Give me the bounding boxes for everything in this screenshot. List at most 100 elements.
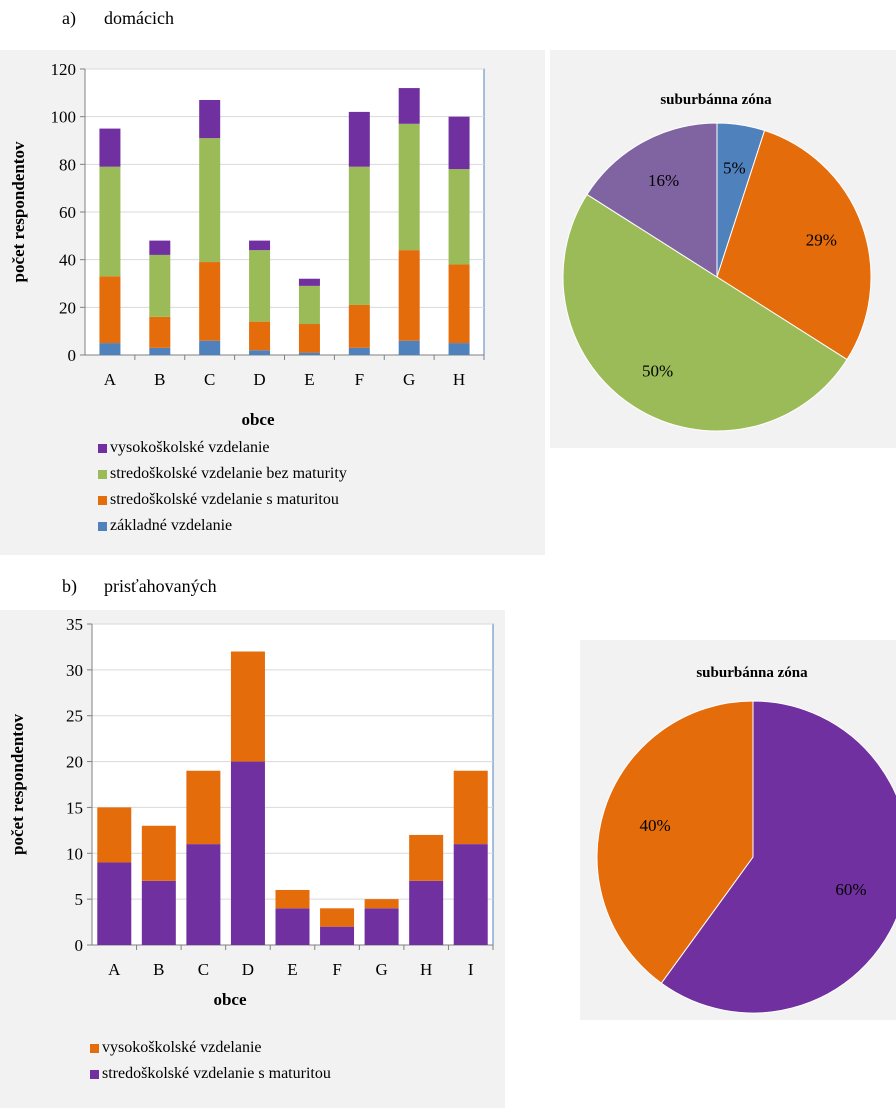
legend-label: základné vzdelanie <box>110 517 233 534</box>
bar-E-series-0 <box>275 908 310 945</box>
bar-H-series-2 <box>448 169 470 265</box>
bar-B-series-0 <box>149 347 171 355</box>
legend-item: stredoškolské vzdelanie s maturitou <box>90 1061 331 1087</box>
bar-C-series-0 <box>186 844 221 945</box>
x-tick-label: H <box>453 370 465 389</box>
bar-H-series-0 <box>448 343 470 355</box>
x-tick-label: G <box>403 370 415 389</box>
caption-b: b) prisťahovaných <box>62 576 217 597</box>
bar-C-series-2 <box>199 138 221 263</box>
x-axis-title: obce <box>241 410 275 429</box>
bar-G-series-1 <box>398 250 420 341</box>
bar-H-series-3 <box>448 116 470 170</box>
y-tick-label: 35 <box>66 615 83 634</box>
bar-E-series-2 <box>298 285 320 325</box>
pie-data-label: 16% <box>648 171 679 190</box>
caption-b-text: prisťahovaných <box>104 576 217 596</box>
caption-a: a) domácich <box>62 8 174 29</box>
y-tick-label: 0 <box>75 936 84 955</box>
legend-label: stredoškolské vzdelanie bez maturity <box>110 465 347 482</box>
legend-item: stredoškolské vzdelanie bez maturity <box>98 461 347 487</box>
legend-swatch <box>98 495 107 505</box>
bar-D-series-3 <box>249 240 271 251</box>
bar-F-series-0 <box>348 347 370 355</box>
bar-C-series-0 <box>199 340 221 355</box>
bar-A-series-2 <box>99 166 121 277</box>
x-tick-label: F <box>355 370 364 389</box>
pie-data-label: 50% <box>642 362 673 381</box>
y-tick-label: 20 <box>66 753 83 772</box>
x-tick-label: G <box>375 960 387 979</box>
y-tick-label: 80 <box>59 155 76 174</box>
bar-G-series-0 <box>364 908 399 945</box>
bar-A-series-0 <box>99 343 121 355</box>
legend-swatch <box>98 443 107 453</box>
bar-F-series-3 <box>348 111 370 167</box>
y-tick-label: 120 <box>51 60 77 79</box>
bar-I-series-1 <box>453 770 488 845</box>
bar-E-series-0 <box>298 352 320 355</box>
x-tick-label: A <box>104 370 117 389</box>
legend-b: vysokoškolské vzdelanie stredoškolské vzd… <box>90 1035 331 1087</box>
bar-F-series-0 <box>320 926 355 945</box>
pie-slice-1 <box>596 700 754 984</box>
bar-D-series-1 <box>249 321 271 351</box>
caption-a-text: domácich <box>104 8 174 28</box>
bar-A-series-1 <box>97 807 132 863</box>
legend-label: stredoškolské vzdelanie s maturitou <box>110 491 339 508</box>
bar-C-series-1 <box>199 262 221 341</box>
y-tick-label: 30 <box>66 661 83 680</box>
bar-B-series-3 <box>149 240 171 255</box>
bar-A-series-1 <box>99 276 121 344</box>
y-axis-title: počet respondentov <box>8 714 27 855</box>
pie-title: suburbánna zóna <box>660 92 772 108</box>
legend-item: stredoškolské vzdelanie s maturitou <box>98 487 347 513</box>
caption-a-letter: a) <box>62 8 76 28</box>
bar-I-series-0 <box>453 844 488 945</box>
y-tick-label: 100 <box>51 108 77 127</box>
bar-E-series-1 <box>275 889 310 909</box>
y-tick-label: 40 <box>59 251 76 270</box>
bar-F-series-1 <box>320 908 355 927</box>
bar-D-series-2 <box>249 250 271 322</box>
y-tick-label: 5 <box>75 890 84 909</box>
y-axis-title: počet respondentov <box>9 141 28 282</box>
bar-E-series-1 <box>298 324 320 353</box>
x-tick-label: I <box>468 960 474 979</box>
pie-slice-3 <box>586 122 718 278</box>
bar-G-series-2 <box>398 123 420 251</box>
bar-E-series-3 <box>298 278 320 286</box>
legend-item: základné vzdelanie <box>98 513 347 539</box>
x-tick-label: H <box>420 960 432 979</box>
bar-G-series-1 <box>364 899 399 909</box>
legend-swatch <box>90 1043 99 1053</box>
bar-B-series-1 <box>149 316 171 348</box>
x-tick-label: C <box>204 370 215 389</box>
legend-label: stredoškolské vzdelanie s maturitou <box>102 1065 331 1082</box>
bar-C-series-1 <box>186 770 221 845</box>
bar-D-series-1 <box>230 651 265 762</box>
pie-chart-b: suburbánna zóna 60% 40% <box>596 665 896 1014</box>
pie-chart-a-panel: suburbánna zóna 5% 29% 50% 16% <box>550 50 896 448</box>
bar-G-series-0 <box>398 340 420 355</box>
pie-data-label: 29% <box>806 230 837 249</box>
pie-slice-0 <box>660 700 896 1014</box>
x-tick-label: C <box>198 960 209 979</box>
x-tick-label: E <box>287 960 297 979</box>
bar-D-series-0 <box>230 761 265 945</box>
bar-A-series-3 <box>99 128 121 167</box>
bar-A-series-0 <box>97 862 132 945</box>
bar-D-series-0 <box>249 350 271 355</box>
x-tick-label: E <box>304 370 314 389</box>
y-tick-label: 15 <box>66 798 83 817</box>
x-tick-label: D <box>253 370 265 389</box>
bar-B-series-1 <box>141 825 176 881</box>
legend-swatch <box>90 1069 99 1079</box>
pie-slice-2 <box>562 193 848 432</box>
legend-swatch <box>98 469 107 479</box>
x-tick-label: D <box>242 960 254 979</box>
legend-a: vysokoškolské vzdelanie stredoškolské vzd… <box>98 435 347 539</box>
